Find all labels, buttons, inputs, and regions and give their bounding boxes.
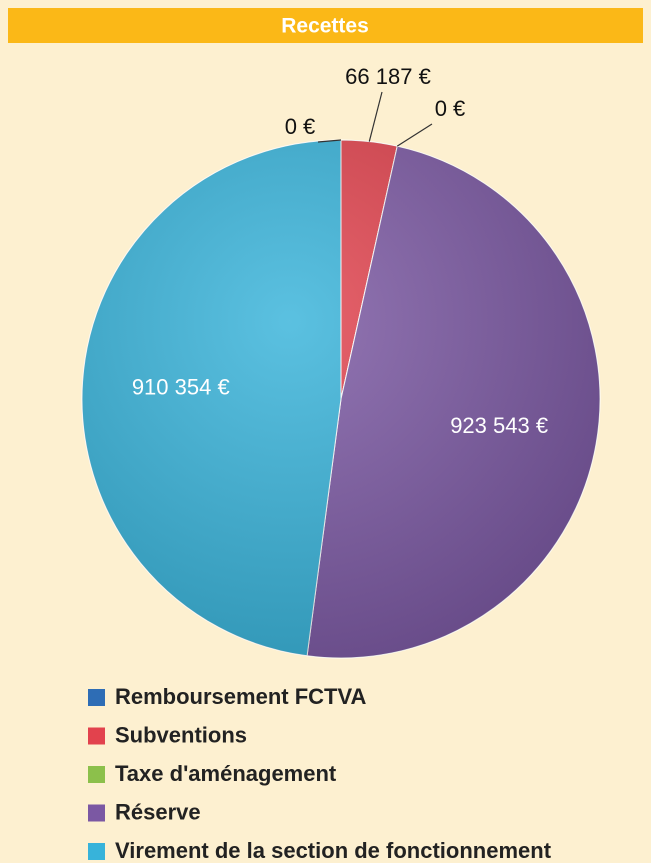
- legend-label: Remboursement FCTVA: [115, 684, 367, 709]
- labels: 0 €66 187 €0 €923 543 €910 354 €: [132, 64, 548, 438]
- legend: Remboursement FCTVA Subventions Taxe d'amé…: [88, 684, 552, 863]
- value-label: 66 187 €: [345, 64, 431, 89]
- legend-swatch: [88, 766, 105, 783]
- legend-swatch: [88, 727, 105, 745]
- legend-swatch: [88, 804, 105, 822]
- leader-line: [317, 139, 342, 143]
- legend-label: Réserve: [115, 799, 201, 824]
- legend-label: Subventions: [115, 722, 247, 747]
- legend-label: Virement de la section de fonctionnement: [115, 838, 552, 863]
- legend-swatch: [88, 689, 105, 706]
- chart-title: Recettes: [281, 15, 369, 38]
- legend-label: Taxe d'aménagement: [115, 761, 337, 786]
- title-bar: [8, 8, 643, 43]
- value-label: 0 €: [435, 96, 466, 121]
- value-label: 0 €: [285, 114, 316, 139]
- leader-line: [396, 123, 433, 147]
- value-label: 910 354 €: [132, 374, 230, 399]
- legend-swatch: [88, 843, 105, 860]
- value-label: 923 543 €: [450, 413, 548, 438]
- leader-line: [368, 91, 383, 142]
